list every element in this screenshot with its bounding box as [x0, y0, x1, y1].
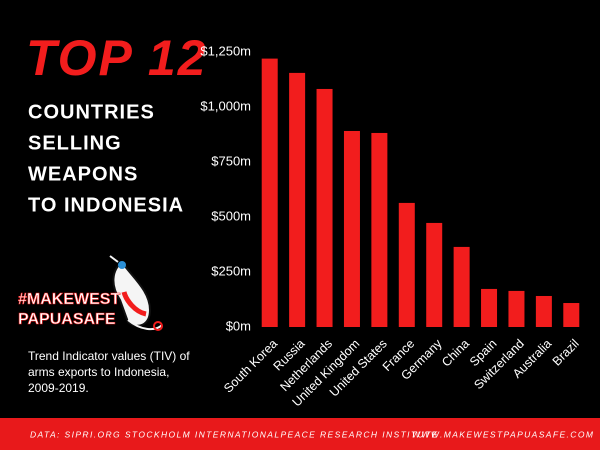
- bar: [261, 58, 278, 327]
- bar: [343, 130, 360, 327]
- bar: [508, 290, 525, 327]
- bar: [481, 288, 498, 327]
- subtitle-line: SELLING: [28, 132, 122, 154]
- bar: [371, 132, 388, 327]
- subtitle: COUNTRIES SELLING WEAPONS TO INDONESIA: [28, 101, 184, 216]
- bar: [453, 246, 470, 327]
- subtitle-line: COUNTRIES: [28, 101, 155, 123]
- y-tick-label: $500m: [211, 208, 251, 223]
- bar: [316, 88, 333, 328]
- footer-source: DATA: SIPRI.ORG STOCKHOLM INTERNATIONALP…: [30, 429, 439, 439]
- logo-line: #MAKEWEST: [18, 291, 120, 308]
- logo-line: PAPUASAFE: [18, 311, 116, 328]
- note-line: Trend Indicator values (TIV) of: [28, 349, 190, 363]
- subtitle-line: TO INDONESIA: [28, 194, 184, 216]
- y-tick-label: $0m: [226, 318, 251, 333]
- note-line: arms exports to Indonesia,: [28, 365, 169, 379]
- bar: [398, 202, 415, 327]
- y-tick-label: $250m: [211, 263, 251, 278]
- bar: [535, 295, 552, 327]
- note-line: 2009-2019.: [28, 381, 89, 395]
- bar: [289, 72, 306, 328]
- footer-band: [0, 418, 600, 450]
- bar: [563, 303, 580, 327]
- logo-text: #MAKEWEST PAPUASAFE: [18, 291, 121, 329]
- footer-website: WWW.MAKEWESTPAPUASAFE.COM: [412, 429, 594, 439]
- y-tick-label: $750m: [211, 153, 251, 168]
- y-tick-label: $1,000m: [200, 98, 251, 113]
- logo-icon: [109, 255, 163, 331]
- chart-title: TOP 12: [26, 30, 208, 86]
- y-tick-label: $1,250m: [200, 43, 251, 58]
- bar: [426, 222, 443, 327]
- subtitle-line: WEAPONS: [28, 163, 138, 185]
- note: Trend Indicator values (TIV) of arms expo…: [28, 349, 190, 395]
